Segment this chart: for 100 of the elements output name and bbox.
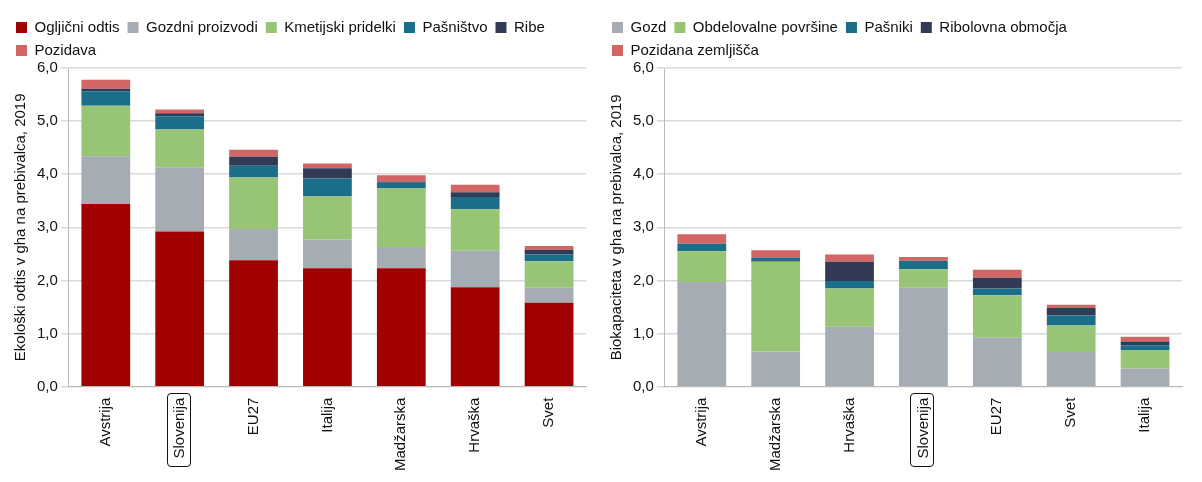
x-tick-label: Svet xyxy=(539,396,557,428)
bar xyxy=(155,231,205,386)
bar xyxy=(303,239,352,269)
bar xyxy=(81,156,131,204)
bar xyxy=(303,178,352,197)
y-tick-label: 6,0 xyxy=(632,58,654,76)
bar xyxy=(972,295,1022,338)
legend-label: Pozidana zemljišča xyxy=(630,40,760,58)
bar xyxy=(524,261,574,288)
bar xyxy=(1046,325,1096,353)
bar xyxy=(677,251,727,283)
bar xyxy=(1120,345,1170,350)
bar xyxy=(751,261,801,352)
bar xyxy=(376,182,426,189)
bar xyxy=(1120,336,1170,342)
bar xyxy=(1046,308,1096,316)
bar xyxy=(155,109,205,114)
bar xyxy=(81,79,131,89)
legend-label: Pozidava xyxy=(34,40,97,58)
bar xyxy=(899,269,948,288)
bar xyxy=(450,184,500,193)
legend-label: Gozdni proizvodi xyxy=(146,17,258,35)
y-tick-label: 0,0 xyxy=(36,376,58,394)
bar xyxy=(899,257,948,261)
bar xyxy=(229,228,278,261)
bar xyxy=(229,165,278,178)
legend-label: Pašništvo xyxy=(422,17,488,35)
bar xyxy=(899,260,948,270)
x-tick-label: Avstrija xyxy=(95,396,113,447)
bar xyxy=(1046,315,1096,326)
bar xyxy=(751,351,801,386)
x-tick-label: Slovenija xyxy=(169,396,187,459)
y-tick-label: 3,0 xyxy=(632,217,654,235)
x-tick-label: Hrvaška xyxy=(839,396,857,453)
y-tick-label: 1,0 xyxy=(632,323,654,341)
bar xyxy=(229,260,278,386)
x-tick-label: Italija xyxy=(317,397,335,433)
y-axis-title: Biokapaciteta v gha na prebivalca, 2019 xyxy=(607,94,625,361)
bar xyxy=(825,280,874,289)
bar xyxy=(972,337,1022,386)
bar xyxy=(524,302,574,386)
y-tick-label: 5,0 xyxy=(36,111,58,129)
y-tick-label: 6,0 xyxy=(36,58,58,76)
bar xyxy=(376,175,426,182)
bar xyxy=(825,288,874,327)
legend-label: Ogljični odtis xyxy=(34,17,120,35)
x-tick-label: Italija xyxy=(1135,397,1153,433)
bar xyxy=(303,268,352,386)
x-tick-label: Madžarska xyxy=(765,396,783,471)
bar xyxy=(303,168,352,179)
bar xyxy=(155,113,205,117)
bar xyxy=(81,91,131,106)
bar xyxy=(751,258,801,262)
bar xyxy=(677,243,727,252)
y-tick-label: 4,0 xyxy=(632,164,654,182)
bar xyxy=(825,254,874,262)
bar xyxy=(229,149,278,157)
bar xyxy=(229,177,278,229)
bar xyxy=(81,105,131,157)
legend-label: Kmetijski pridelki xyxy=(284,17,396,35)
bar xyxy=(1046,352,1096,386)
y-tick-label: 4,0 xyxy=(36,164,58,182)
bar xyxy=(524,254,574,262)
x-tick-label: Avstrija xyxy=(691,396,709,447)
x-tick-label: Slovenija xyxy=(913,396,931,459)
legend-label: Ribe xyxy=(513,17,545,35)
y-tick-label: 0,0 xyxy=(632,376,654,394)
bar xyxy=(155,167,205,232)
x-tick-label: Svet xyxy=(1061,396,1079,428)
y-tick-label: 1,0 xyxy=(36,323,58,341)
bar xyxy=(450,250,500,288)
legend-label: Gozd xyxy=(630,17,667,35)
bar xyxy=(677,282,727,386)
bar xyxy=(155,129,205,168)
bar xyxy=(376,246,426,269)
bar xyxy=(524,245,574,250)
bar xyxy=(1120,368,1170,386)
bar xyxy=(972,277,1022,289)
x-tick-label: Hrvaška xyxy=(465,396,483,453)
y-axis-title: Ekološki odtis v gha na prebivalca, 2019 xyxy=(11,93,29,362)
legend-label: Ribolovna območja xyxy=(939,17,1068,35)
bar xyxy=(524,287,574,303)
y-tick-label: 2,0 xyxy=(36,270,58,288)
legend-label: Pašniki xyxy=(864,17,913,35)
bar xyxy=(376,268,426,386)
x-tick-label: EU27 xyxy=(243,397,261,436)
x-tick-label: Madžarska xyxy=(391,396,409,471)
y-tick-label: 5,0 xyxy=(632,111,654,129)
bar xyxy=(450,209,500,251)
bar xyxy=(751,250,801,259)
bar xyxy=(155,116,205,130)
bar xyxy=(450,287,500,386)
bar xyxy=(81,203,131,386)
bar xyxy=(450,192,500,198)
bar xyxy=(677,234,727,244)
bar xyxy=(1046,304,1096,309)
x-tick-label: EU27 xyxy=(987,397,1005,436)
y-tick-label: 2,0 xyxy=(632,270,654,288)
bar xyxy=(376,188,426,247)
bar xyxy=(972,288,1022,296)
